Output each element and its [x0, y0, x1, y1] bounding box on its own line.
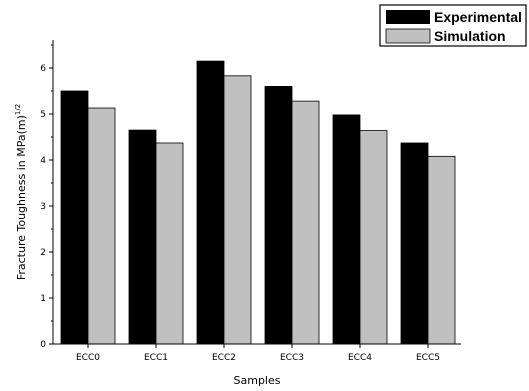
legend-label-simulation: Simulation — [434, 28, 506, 44]
y-tick-label: 5 — [40, 110, 46, 120]
y-tick-label: 0 — [40, 340, 46, 350]
x-tick-label: ECC2 — [212, 353, 236, 363]
bar-experimental-ecc1 — [128, 129, 157, 345]
legend-label-experimental: Experimental — [434, 9, 522, 25]
y-tick-label: 2 — [40, 248, 46, 258]
x-tick-label: ECC5 — [416, 353, 440, 363]
bar-experimental-ecc0 — [60, 90, 89, 345]
x-tick-label: ECC1 — [144, 353, 168, 363]
x-axis-label: Samples — [234, 374, 281, 387]
x-tick-label: ECC0 — [76, 353, 100, 363]
y-axis-label-superscript: 1/2 — [14, 104, 22, 115]
y-axis-label: Fracture Toughness in MPa(m)1/2 — [14, 104, 28, 280]
x-ticks-group: ECC0 ECC1 ECC2 ECC3 ECC4 ECC5 — [76, 344, 440, 363]
bar-simulation-ecc3 — [291, 100, 320, 345]
legend-swatch-experimental — [386, 10, 430, 24]
x-tick-label: ECC3 — [280, 353, 304, 363]
y-tick-label: 1 — [40, 294, 46, 304]
bar-experimental-ecc2 — [196, 60, 225, 345]
y-ticks-group: 0 1 2 3 4 5 6 — [40, 44, 53, 350]
y-tick-label: 4 — [40, 156, 46, 166]
bar-simulation-ecc1 — [155, 142, 184, 345]
bar-simulation-ecc0 — [87, 107, 116, 345]
y-axis-label-main: Fracture Toughness in MPa(m) — [15, 115, 28, 280]
y-tick-label: 3 — [40, 202, 46, 212]
bar-experimental-ecc3 — [264, 86, 293, 345]
bar-simulation-ecc2 — [223, 75, 252, 345]
bar-simulation-ecc5 — [427, 155, 456, 345]
bar-experimental-ecc4 — [332, 114, 361, 345]
bars-group — [60, 60, 456, 345]
x-tick-label: ECC4 — [348, 353, 372, 363]
bar-simulation-ecc4 — [359, 130, 388, 345]
legend: Experimental Simulation — [379, 4, 527, 47]
legend-swatch-simulation — [385, 28, 431, 44]
bar-experimental-ecc5 — [400, 142, 429, 345]
y-tick-label: 6 — [40, 64, 46, 74]
